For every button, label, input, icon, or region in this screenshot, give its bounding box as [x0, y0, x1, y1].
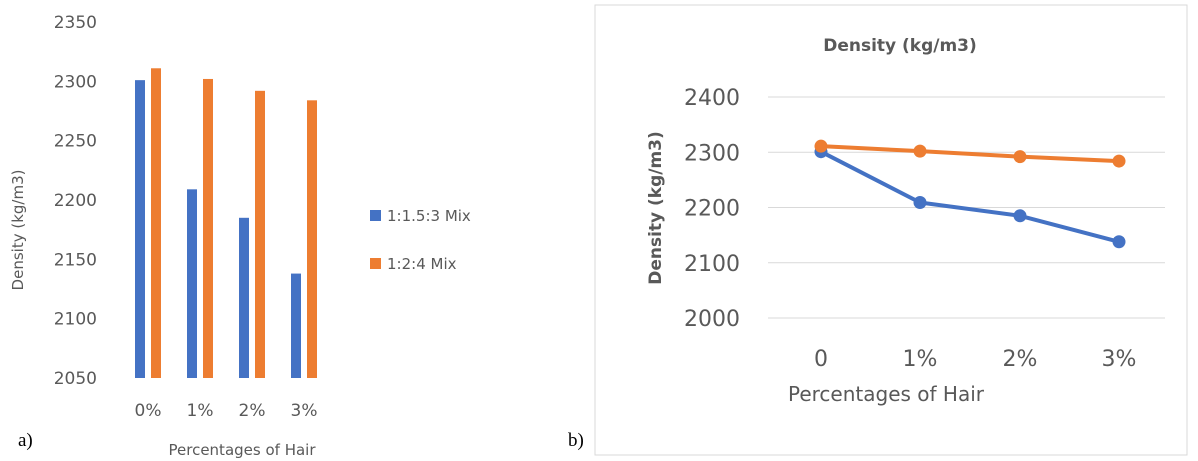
chart-a-y-tick-label: 2350 — [54, 13, 97, 33]
chart-b-y-ticks: 2000 2100 2200 2300 2400 — [684, 86, 740, 332]
chart-a-y-tick-label: 2250 — [54, 132, 97, 152]
chart-b-title: Density (kg/m3) — [823, 36, 977, 56]
chart-b-y-tick-label: 2100 — [684, 252, 740, 277]
chart-a-y-axis-title: Density (kg/m3) — [9, 170, 27, 291]
chart-b-y-axis-title: Density (kg/m3) — [646, 131, 666, 285]
chart-b-x-tick-label: 0 — [814, 347, 828, 372]
chart-a-bar — [203, 78, 213, 379]
chart-b-point — [913, 144, 927, 158]
chart-a-x-ticks: 0% 1% 2% 3% — [135, 401, 318, 421]
chart-b-y-tick-label: 2200 — [684, 197, 740, 222]
chart-a-y-ticks: 2050 2100 2150 2200 2250 2300 2350 — [54, 13, 97, 389]
chart-b-point — [1112, 235, 1126, 249]
chart-b-x-axis-title: Percentages of Hair — [788, 382, 985, 406]
chart-b-series-line — [820, 144, 1120, 164]
chart-a-x-tick-label: 3% — [291, 401, 318, 421]
chart-a-x-tick-label: 0% — [135, 401, 162, 421]
chart-b-x-tick-label: 3% — [1102, 347, 1137, 372]
chart-b-point — [1013, 150, 1027, 164]
chart-a-y-tick-label: 2050 — [54, 369, 97, 389]
legend-swatch-series2 — [370, 258, 381, 269]
chart-b-y-tick-label: 2300 — [684, 141, 740, 166]
chart-a-y-tick-label: 2300 — [54, 72, 97, 92]
chart-a-x-tick-label: 1% — [187, 401, 214, 421]
chart-a: a) Percentages of Hair Density (kg/m3) 2… — [9, 13, 471, 459]
chart-a-bars — [135, 68, 317, 379]
chart-a-y-tick-label: 2150 — [54, 250, 97, 270]
chart-b: b) Density (kg/m3) Density (kg/m3) Perce… — [568, 36, 1165, 451]
chart-a-legend: 1:1.5:3 Mix 1:2:4 Mix — [370, 207, 471, 273]
panel-label-b: b) — [568, 430, 584, 451]
chart-a-bar — [307, 100, 317, 378]
chart-b-border — [594, 4, 1188, 456]
chart-b-point — [1112, 154, 1126, 168]
chart-a-y-tick-label: 2100 — [54, 310, 97, 330]
chart-b-y-tick-label: 2400 — [684, 86, 740, 111]
chart-b-x-tick-label: 1% — [903, 347, 938, 372]
chart-a-x-tick-label: 2% — [239, 401, 266, 421]
legend-label-series2: 1:2:4 Mix — [387, 255, 457, 273]
chart-a-bar — [239, 217, 249, 378]
chart-a-y-tick-label: 2200 — [54, 191, 97, 211]
chart-b-point — [913, 196, 927, 210]
legend-label-series1: 1:1.5:3 Mix — [387, 207, 471, 225]
chart-b-series-line — [820, 149, 1120, 244]
chart-a-bar — [291, 273, 301, 378]
chart-a-x-axis-title: Percentages of Hair — [169, 441, 317, 459]
chart-b-point — [814, 139, 828, 153]
chart-b-point — [1013, 209, 1027, 223]
chart-a-bar — [187, 189, 197, 378]
panel-label-a: a) — [18, 430, 33, 451]
chart-b-y-tick-label: 2000 — [684, 307, 740, 332]
chart-a-bar — [255, 90, 265, 379]
chart-b-lines — [814, 139, 1126, 249]
chart-a-bar — [135, 80, 145, 378]
chart-b-x-ticks: 0 1% 2% 3% — [814, 347, 1136, 372]
legend-swatch-series1 — [370, 210, 381, 221]
chart-a-bar — [151, 68, 161, 378]
chart-b-x-tick-label: 2% — [1003, 347, 1038, 372]
